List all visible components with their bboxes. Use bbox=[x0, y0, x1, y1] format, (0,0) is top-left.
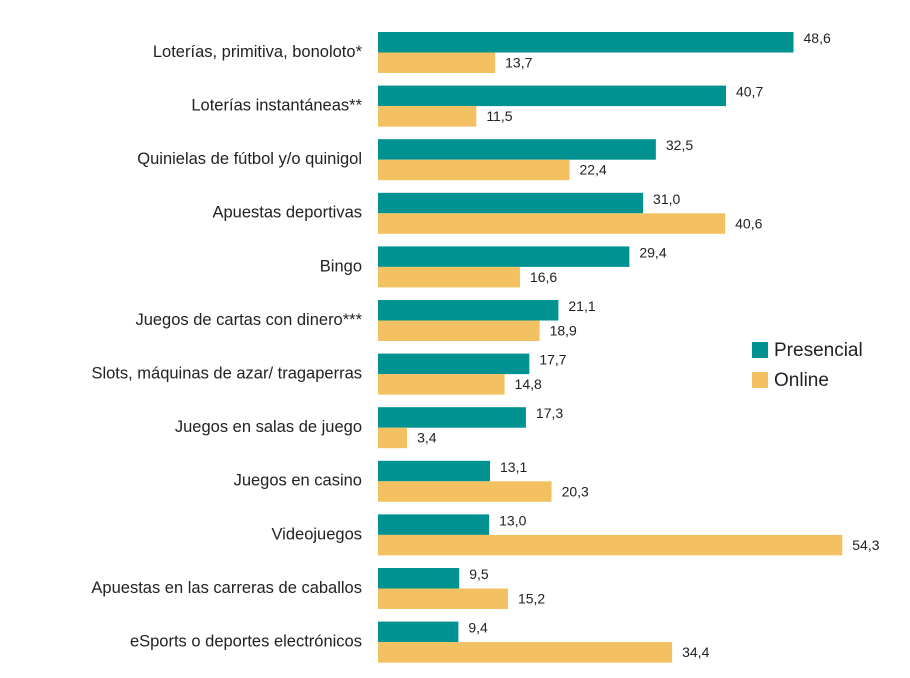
bar bbox=[378, 32, 794, 53]
bar bbox=[378, 514, 490, 535]
value-label: 16,6 bbox=[530, 269, 557, 285]
legend-label: Presencial bbox=[774, 340, 863, 361]
category-label: Bingo bbox=[320, 257, 362, 275]
value-label: 40,6 bbox=[735, 215, 762, 231]
value-label: 18,9 bbox=[550, 322, 577, 338]
bar bbox=[378, 246, 630, 267]
value-label: 13,7 bbox=[505, 54, 532, 70]
bar bbox=[378, 568, 460, 589]
bar bbox=[378, 642, 673, 663]
value-label: 13,0 bbox=[499, 512, 526, 528]
bar bbox=[378, 159, 570, 181]
bar bbox=[378, 481, 552, 502]
bar bbox=[378, 266, 520, 288]
legend-swatch bbox=[752, 372, 768, 388]
value-label: 9,5 bbox=[469, 566, 489, 582]
category-label: Juegos en salas de juego bbox=[175, 418, 362, 436]
bar bbox=[378, 52, 496, 73]
category-label: Juegos de cartas con dinero*** bbox=[135, 311, 362, 329]
bar bbox=[378, 407, 526, 428]
category-label: eSports o deportes electrónicos bbox=[130, 632, 362, 650]
bar bbox=[378, 588, 508, 609]
value-label: 21,1 bbox=[568, 298, 595, 314]
bar bbox=[378, 106, 477, 127]
value-label: 20,3 bbox=[562, 483, 589, 499]
category-label: Quinielas de fútbol y/o quinigol bbox=[137, 150, 362, 168]
category-label: Apuestas deportivas bbox=[212, 204, 362, 222]
value-label: 29,4 bbox=[639, 244, 666, 260]
category-label: Juegos en casino bbox=[234, 472, 362, 490]
value-label: 48,6 bbox=[804, 30, 831, 46]
bar bbox=[378, 353, 530, 375]
legend-swatch bbox=[752, 342, 768, 358]
value-label: 32,5 bbox=[666, 137, 693, 153]
bar bbox=[378, 139, 656, 160]
bar bbox=[378, 85, 726, 107]
value-label: 22,4 bbox=[580, 162, 607, 178]
bar bbox=[378, 374, 505, 395]
category-label: Apuestas en las carreras de caballos bbox=[91, 579, 362, 597]
value-label: 14,8 bbox=[515, 376, 542, 392]
value-label: 3,4 bbox=[417, 430, 437, 446]
bar bbox=[378, 213, 726, 234]
bar bbox=[378, 460, 491, 482]
value-label: 40,7 bbox=[736, 84, 763, 100]
bar bbox=[378, 427, 408, 449]
bar bbox=[378, 534, 843, 556]
bar bbox=[378, 300, 559, 321]
value-label: 9,4 bbox=[468, 620, 488, 636]
bar bbox=[378, 621, 459, 643]
category-label: Videojuegos bbox=[271, 525, 362, 543]
value-label: 15,2 bbox=[518, 590, 545, 606]
value-label: 34,4 bbox=[682, 644, 709, 660]
value-label: 17,3 bbox=[536, 405, 563, 421]
value-label: 31,0 bbox=[653, 191, 680, 207]
bar bbox=[378, 320, 540, 341]
bar bbox=[378, 192, 644, 214]
value-label: 54,3 bbox=[852, 537, 879, 553]
value-label: 17,7 bbox=[539, 352, 566, 368]
category-label: Slots, máquinas de azar/ tragaperras bbox=[91, 364, 362, 382]
value-label: 13,1 bbox=[500, 459, 527, 475]
value-label: 11,5 bbox=[486, 108, 512, 124]
category-label: Loterías, primitiva, bonoloto* bbox=[153, 43, 363, 61]
legend-label: Online bbox=[774, 370, 829, 391]
category-label: Loterías instantáneas** bbox=[191, 96, 362, 114]
